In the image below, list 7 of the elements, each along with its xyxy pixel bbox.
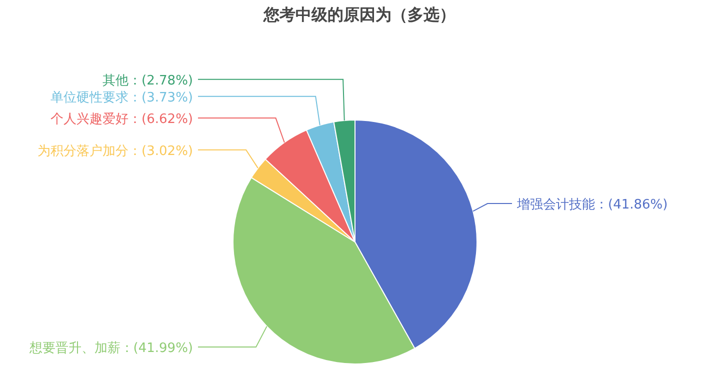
slice-label: 个人兴趣爱好：(6.62%) bbox=[50, 112, 193, 128]
slice-label: 为积分落户加分：(3.02%) bbox=[38, 144, 193, 159]
slice-label: 单位硬性要求：(3.73%) bbox=[50, 90, 193, 106]
slice-label: 增强会计技能：(41.86%) bbox=[516, 198, 668, 213]
slice-label: 其他：(2.78%) bbox=[102, 73, 193, 88]
slice-label: 想要晋升、加薪：(41.99%) bbox=[28, 341, 193, 356]
chart-title: 您考中级的原因为（多选） bbox=[262, 5, 456, 24]
